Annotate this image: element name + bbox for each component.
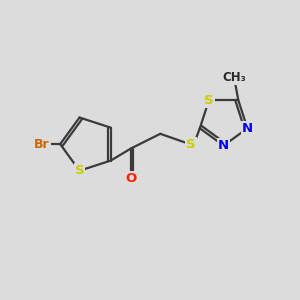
Text: N: N	[242, 122, 253, 135]
Text: S: S	[186, 138, 196, 151]
Text: S: S	[204, 94, 214, 107]
Text: CH₃: CH₃	[222, 71, 246, 84]
Text: O: O	[125, 172, 136, 185]
Text: N: N	[218, 139, 229, 152]
Text: S: S	[75, 164, 84, 177]
Text: Br: Br	[34, 138, 50, 151]
